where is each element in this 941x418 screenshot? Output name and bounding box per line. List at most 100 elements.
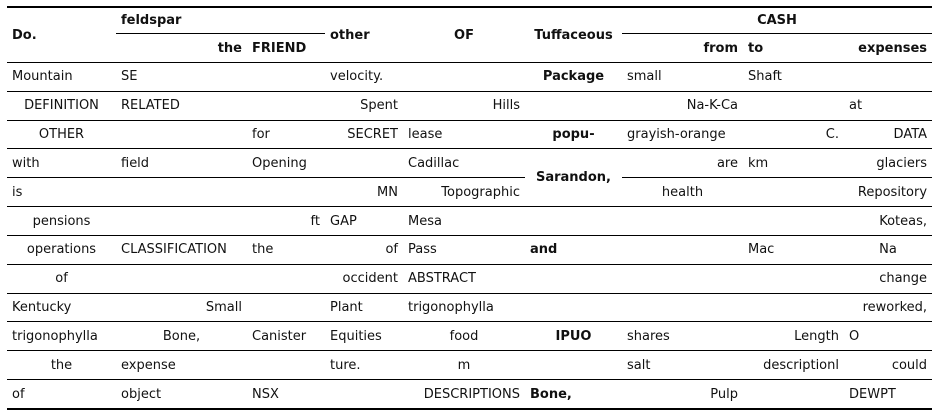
table-cell: DEWPT	[844, 379, 933, 409]
table-cell: O	[844, 321, 933, 351]
table-cell: Plant	[325, 292, 403, 322]
header-feldspar: feldspar	[116, 7, 325, 34]
table-cell: NSX	[247, 379, 325, 409]
table-cell: C.	[743, 119, 844, 149]
table-row: of object NSX DESCRIPTIONS Bone, Pulp DE…	[7, 379, 933, 409]
table-cell: Na	[844, 234, 933, 265]
table-cell: GAP	[325, 206, 403, 236]
table-cell	[622, 263, 743, 294]
table-cell: RELATED	[116, 90, 247, 121]
table-cell	[116, 263, 247, 294]
table-row: with field Opening Cadillac Sarandon, ar…	[7, 148, 933, 207]
table-cell	[116, 206, 247, 236]
table-cell: Canister	[247, 321, 325, 351]
table-cell: Koteas,	[844, 206, 933, 236]
table-cell: Opening	[247, 148, 325, 178]
table-cell	[247, 263, 325, 294]
table-cell: DESCRIPTIONS	[403, 379, 525, 409]
table-row: OTHER for SECRET lease popu- grayish-ora…	[7, 119, 933, 149]
table-cell	[116, 177, 247, 207]
table-cell: the	[7, 350, 116, 380]
table-cell: DATA	[844, 119, 933, 149]
table-cell: trigonophylla	[7, 321, 116, 351]
table-cell: could	[844, 350, 933, 380]
header-cash: CASH	[622, 7, 933, 34]
table-cell: Bone,	[116, 321, 247, 351]
table-cell: shares	[622, 321, 743, 351]
table-cell	[525, 206, 622, 236]
table-cell	[525, 263, 622, 294]
header-tuffaceous: Tuffaceous	[534, 27, 613, 43]
table-cell: Pass	[403, 234, 525, 265]
table-cell: Length	[743, 321, 844, 351]
table-cell: of	[325, 234, 403, 265]
table-cell: Mac	[743, 234, 844, 265]
table-cell	[743, 206, 844, 236]
table-cell	[247, 177, 325, 207]
table-cell: CLASSIFICATION	[116, 234, 247, 265]
table-cell	[116, 119, 247, 149]
table-cell	[743, 177, 844, 207]
table-cell: is	[7, 177, 116, 207]
table-cell: Kentucky	[7, 292, 116, 322]
table-cell: SE	[116, 62, 247, 92]
table-row: operations CLASSIFICATION the of Pass an…	[7, 234, 933, 265]
table-row: DEFINITION RELATED Spent Hills Na-K-Ca a…	[7, 90, 933, 121]
header-friend: FRIEND	[252, 40, 307, 56]
table-row: pensions ft GAP Mesa Koteas,	[7, 206, 933, 236]
table-cell	[247, 292, 325, 322]
table-cell: MN	[325, 177, 403, 207]
table-cell: Na-K-Ca	[622, 90, 743, 121]
table-row: Mountain SE velocity. Package small Shaf…	[7, 62, 933, 92]
table-cell	[403, 62, 525, 92]
table-cell: Mountain	[7, 62, 116, 92]
table-cell: health	[622, 177, 743, 207]
table-cell: food	[403, 321, 525, 351]
table-cell: Equities	[325, 321, 403, 351]
table-cell: ture.	[325, 350, 403, 380]
table-cell: the	[247, 234, 325, 265]
header-expenses: expenses	[858, 40, 928, 56]
table-cell: Cadillac	[403, 148, 525, 178]
table-cell	[743, 379, 844, 409]
table-cell: reworked,	[844, 292, 933, 322]
header-other: other	[330, 27, 370, 43]
table-cell	[743, 90, 844, 121]
table-cell: glaciers	[844, 148, 933, 178]
table-cell	[247, 90, 325, 121]
table-cell: Bone,	[525, 379, 622, 409]
table-cell	[325, 148, 403, 178]
table-cell: Hills	[403, 90, 525, 121]
table-cell: km	[743, 148, 844, 178]
table-cell: IPUO	[525, 321, 622, 351]
table-cell	[525, 292, 622, 322]
table-cell: and	[525, 234, 622, 265]
table-cell	[525, 90, 622, 121]
table-cell: Spent	[325, 90, 403, 121]
header-do: Do.	[12, 27, 37, 43]
table-cell: expense	[116, 350, 247, 380]
table-cell: ABSTRACT	[403, 263, 525, 294]
table-cell: velocity.	[325, 62, 403, 92]
table-cell: for	[247, 119, 325, 149]
table-row: of occident ABSTRACT change	[7, 263, 933, 294]
table-cell: Topographic	[403, 177, 525, 207]
table-cell: ft	[247, 206, 325, 236]
table-cell	[844, 62, 933, 92]
table-cell: trigonophylla	[403, 292, 525, 322]
table-cell: Pulp	[622, 379, 743, 409]
table-cell: pensions	[7, 206, 116, 236]
table-cell: Sarandon,	[525, 148, 622, 207]
table-cell: descriptionl	[743, 350, 844, 380]
table-cell: occident	[325, 263, 403, 294]
table-cell: field	[116, 148, 247, 178]
table-cell: operations	[7, 234, 116, 265]
table-cell: grayish-orange	[622, 119, 743, 149]
table-cell: object	[116, 379, 247, 409]
header-the: the	[217, 40, 242, 56]
header-to: to	[748, 40, 764, 56]
table-cell: lease	[403, 119, 525, 149]
table-cell: DEFINITION	[7, 90, 116, 121]
table-cell	[325, 379, 403, 409]
